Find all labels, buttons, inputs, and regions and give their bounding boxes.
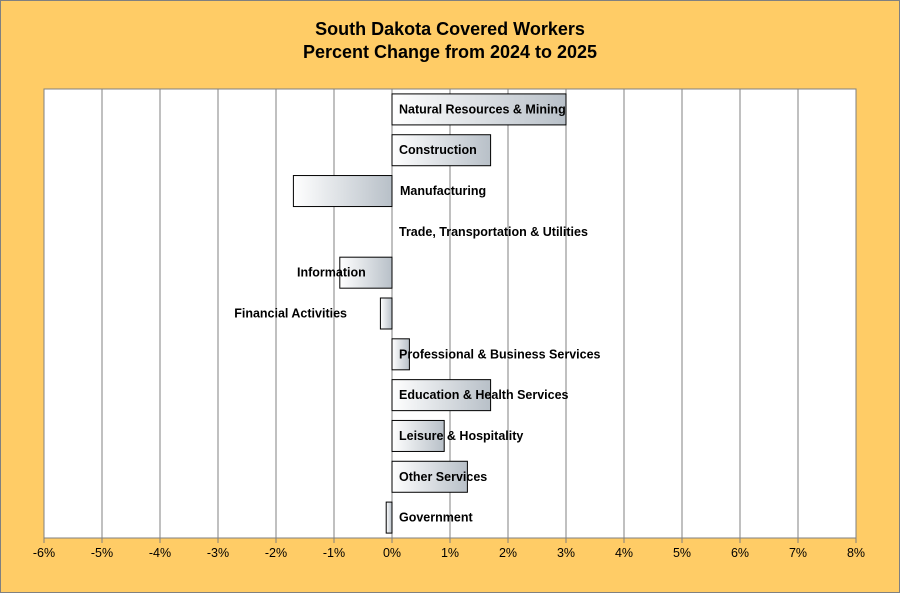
bar [391, 93, 567, 126]
x-tick-label: -4% [149, 546, 171, 560]
x-axis-ticks: -6% -5% -4% -3% -2% -1% 0% 1% 2% 3% 4% 5% 6% 7% 8% [33, 538, 865, 560]
x-tick-label: -1% [323, 546, 345, 560]
bar [391, 134, 492, 167]
category-label: Trade, Transportation & Utilities [399, 225, 588, 239]
x-tick-label: 8% [847, 546, 865, 560]
bar [391, 379, 492, 412]
category-label: Government [399, 511, 473, 525]
x-tick-label: -3% [207, 546, 229, 560]
x-tick-label: 1% [441, 546, 459, 560]
x-tick-label: 7% [789, 546, 807, 560]
category-label: Construction [399, 143, 477, 157]
x-tick-label: 6% [731, 546, 749, 560]
x-tick-label: 3% [557, 546, 575, 560]
x-tick-label: 4% [615, 546, 633, 560]
bar [391, 338, 410, 371]
bar [379, 297, 393, 330]
category-label: Natural Resources & Mining [399, 102, 566, 116]
x-tick-label: -5% [91, 546, 113, 560]
x-tick-label: 0% [383, 546, 401, 560]
bar [385, 501, 393, 534]
bars [292, 93, 567, 534]
category-label: Manufacturing [400, 184, 486, 198]
category-label: Education & Health Services [399, 388, 569, 402]
bar [391, 460, 468, 493]
category-label: Information [297, 266, 366, 280]
x-tick-label: -6% [33, 546, 55, 560]
x-tick-label: 5% [673, 546, 691, 560]
bar [292, 175, 393, 208]
category-label: Professional & Business Services [399, 347, 601, 361]
bar [339, 256, 393, 289]
chart-subtitle: Percent Change from 2024 to 2025 [302, 42, 598, 62]
chart-title-block: South Dakota Covered Workers Percent Cha… [0, 18, 900, 64]
bar [391, 419, 445, 452]
category-label: Financial Activities [234, 307, 347, 321]
x-tick-label: 2% [499, 546, 517, 560]
category-label: Other Services [399, 470, 487, 484]
chart-title: South Dakota Covered Workers [315, 19, 585, 39]
x-tick-label: -2% [265, 546, 287, 560]
category-labels: Natural Resources & Mining Construction Ma… [234, 102, 600, 524]
category-label: Leisure & Hospitality [399, 429, 523, 443]
